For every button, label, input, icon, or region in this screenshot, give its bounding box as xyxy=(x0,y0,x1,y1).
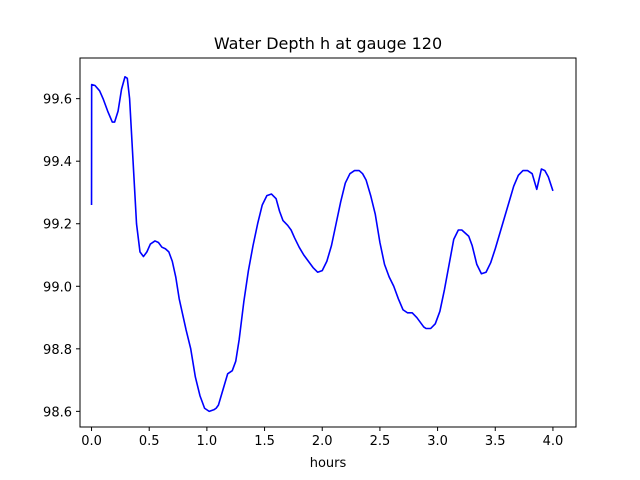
y-tick-label: 99.6 xyxy=(43,93,72,108)
x-tick-label: 2.5 xyxy=(370,434,391,449)
y-axis-ticks: 98.6 98.8 99.0 99.2 99.4 99.6 xyxy=(43,93,80,420)
x-tick-label: 0.5 xyxy=(139,434,160,449)
x-tick-label: 0.0 xyxy=(81,434,102,449)
y-tick-label: 98.6 xyxy=(43,405,72,420)
y-tick-label: 99.0 xyxy=(43,280,72,295)
x-axis-label: hours xyxy=(310,456,347,471)
chart-title: Water Depth h at gauge 120 xyxy=(214,34,442,53)
x-tick-label: 1.5 xyxy=(254,434,275,449)
series-line xyxy=(90,75,554,413)
x-tick-label: 1.0 xyxy=(197,434,218,449)
x-axis-ticks: 0.0 0.5 1.0 1.5 2.0 2.5 3.0 3.5 4.0 xyxy=(81,427,563,449)
y-tick-label: 99.2 xyxy=(43,218,72,233)
x-tick-label: 4.0 xyxy=(543,434,564,449)
x-tick-label: 2.0 xyxy=(312,434,333,449)
x-tick-label: 3.0 xyxy=(427,434,448,449)
y-tick-label: 99.4 xyxy=(43,155,72,170)
plot-frame xyxy=(79,57,577,428)
y-tick-label: 98.8 xyxy=(43,343,72,358)
x-tick-label: 3.5 xyxy=(485,434,506,449)
series-layer xyxy=(90,75,554,413)
